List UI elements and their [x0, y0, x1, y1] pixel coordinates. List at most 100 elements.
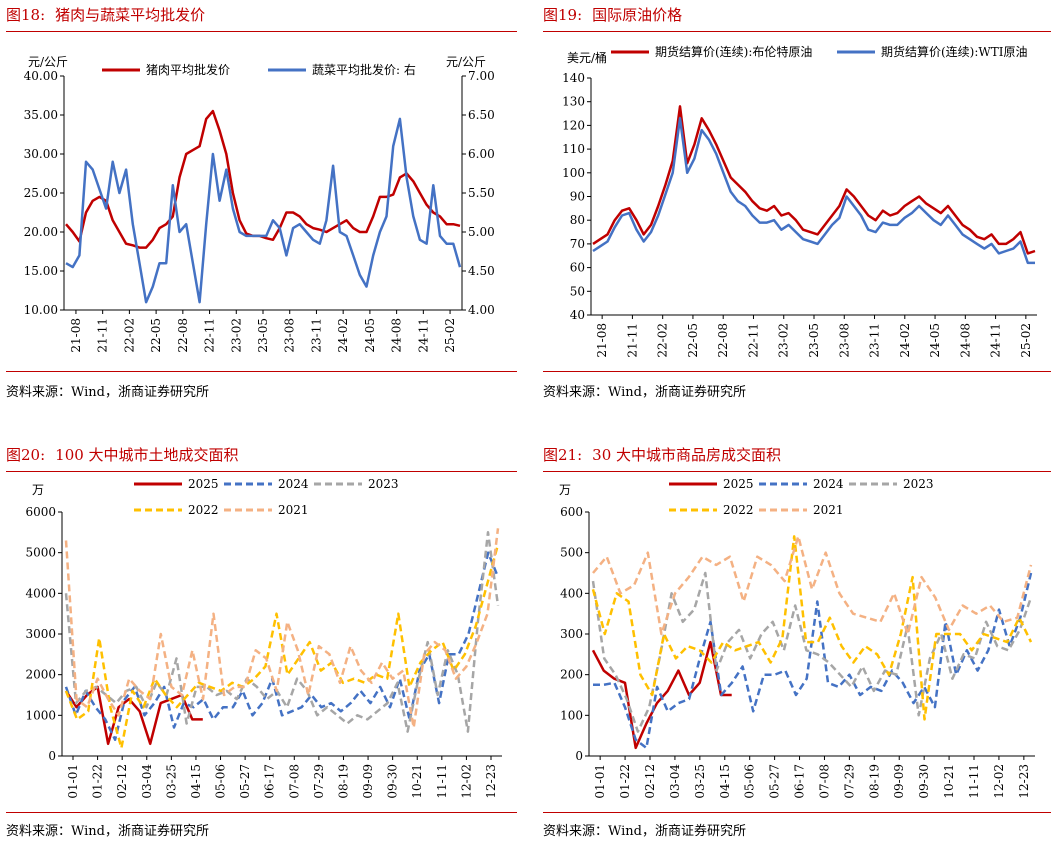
figure-title: 图21: 30 大中城市商品房成交面积 — [543, 444, 791, 465]
x-tick-label: 09-30 — [917, 764, 931, 799]
series-line — [591, 535, 1033, 721]
legend-label: 期货结算价(连续):布伦特原油 — [655, 44, 812, 59]
chart-housing-transaction: 0 100 200 300 400 500 600 01-01 01-22 02-12 03-04 0… — [559, 477, 1035, 799]
figure-caption: 猪肉与蔬菜平均批发价 — [55, 6, 206, 24]
y-tick-label: 4.00 — [468, 303, 495, 317]
legend-label: 2021 — [813, 503, 844, 517]
x-tick-label: 01-01 — [66, 764, 80, 799]
x-tick-label: 02-12 — [115, 764, 129, 799]
x-tick-label: 01-22 — [618, 764, 632, 799]
y-tick-label: 6.50 — [468, 108, 495, 122]
y-tick-label: 2000 — [25, 668, 56, 682]
y-tick-label: 200 — [560, 668, 583, 682]
x-tick-label: 10-21 — [410, 764, 424, 799]
x-tick-label: 05-27 — [238, 764, 252, 799]
x-tick-label: 11-11 — [435, 764, 449, 799]
y-tick-label: 400 — [560, 586, 583, 600]
y-tick-label: 3000 — [25, 627, 56, 641]
source-rule — [543, 812, 1051, 813]
x-tick-label: 08-19 — [867, 764, 881, 799]
x-tick-label: 12-02 — [992, 764, 1006, 799]
legend-label: 2023 — [368, 477, 399, 491]
x-tick-label: 21-08 — [595, 323, 609, 358]
y-tick-label: 500 — [560, 546, 583, 560]
chart-crude-oil: 40 50 60 70 80 90 100 110 120 130 140 21-08 21-11 22-… — [562, 44, 1037, 358]
x-tick-label: 22-08 — [176, 318, 190, 353]
panel-fig20: 图20: 100 大中城市土地成交面积 0 1000 2000 3000 4000 5000… — [6, 440, 517, 842]
x-tick-label: 11-11 — [967, 764, 981, 799]
y-tick-label: 30.00 — [24, 147, 58, 161]
figure-caption: 100 大中城市土地成交面积 — [55, 446, 239, 464]
y-tick-label: 4.50 — [468, 264, 495, 278]
x-tick-label: 07-08 — [817, 764, 831, 799]
source-rule — [6, 812, 517, 813]
legend-label: 2024 — [278, 477, 309, 491]
x-tick-label: 23-11 — [868, 323, 882, 358]
legend-label: 2022 — [723, 503, 754, 517]
source-note: 资料来源：Wind，浙商证券研究所 — [543, 824, 746, 839]
x-tick-label: 23-08 — [283, 318, 297, 353]
left-axis-unit: 美元/桶 — [567, 50, 607, 65]
x-tick-label: 24-02 — [898, 323, 912, 358]
figure-number: 图21: — [543, 446, 583, 464]
left-axis-unit: 元/公斤 — [28, 55, 68, 69]
x-tick-label: 01-22 — [91, 764, 105, 799]
y-tick-label: 40 — [570, 308, 585, 322]
source-note: 资料来源：Wind，浙商证券研究所 — [6, 385, 209, 400]
x-tick-label: 07-29 — [842, 764, 856, 799]
x-tick-label: 06-17 — [793, 764, 807, 799]
x-tick-label: 24-02 — [336, 318, 350, 353]
x-tick-label: 24-05 — [928, 323, 942, 358]
figure-caption: 国际原油价格 — [592, 6, 683, 24]
x-tick-label: 25-02 — [443, 318, 457, 353]
x-tick-label: 02-12 — [643, 764, 657, 799]
series-line — [591, 571, 1033, 733]
x-tick-label: 23-05 — [807, 323, 821, 358]
x-tick-label: 12-23 — [1017, 764, 1031, 799]
y-tick-label: 15.00 — [24, 264, 58, 278]
series-line — [592, 117, 1035, 265]
x-tick-label: 23-02 — [777, 323, 791, 358]
y-tick-label: 35.00 — [24, 108, 58, 122]
legend-label: 2024 — [813, 477, 844, 491]
x-tick-label: 23-11 — [309, 318, 323, 353]
x-tick-label: 09-09 — [361, 764, 375, 799]
x-tick-label: 10-21 — [942, 764, 956, 799]
x-tick-label: 05-06 — [214, 764, 228, 799]
y-tick-label: 5.50 — [468, 186, 495, 200]
y-tick-label: 0 — [575, 749, 583, 763]
y-tick-label: 10.00 — [24, 303, 58, 317]
series-line — [64, 544, 500, 750]
y-tick-label: 100 — [562, 166, 585, 180]
figure-title: 图18: 猪肉与蔬菜平均批发价 — [6, 4, 215, 25]
title-rule — [543, 471, 1051, 472]
x-tick-label: 22-05 — [149, 318, 163, 353]
x-tick-label: 09-09 — [892, 764, 906, 799]
x-tick-label: 12-02 — [459, 764, 473, 799]
x-tick-label: 21-11 — [96, 318, 110, 353]
left-axis-unit: 万 — [559, 483, 571, 497]
x-tick-label: 01-01 — [593, 764, 607, 799]
y-tick-label: 60 — [570, 261, 585, 275]
series-line — [64, 685, 203, 746]
source-rule — [543, 371, 1051, 372]
x-tick-label: 22-02 — [122, 318, 136, 353]
x-tick-label: 09-30 — [386, 764, 400, 799]
y-tick-label: 300 — [560, 627, 583, 641]
x-tick-label: 05-06 — [743, 764, 757, 799]
x-tick-label: 03-25 — [164, 764, 178, 799]
series-line — [65, 117, 462, 304]
y-tick-label: 50 — [570, 284, 585, 298]
panel-fig18: 图18: 猪肉与蔬菜平均批发价 10.00 15.00 20.00 25.00 30.00… — [6, 0, 517, 410]
right-axis-unit: 元/公斤 — [446, 55, 486, 69]
legend-label: 2023 — [903, 477, 934, 491]
x-tick-label: 22-08 — [716, 323, 730, 358]
x-tick-label: 07-08 — [287, 764, 301, 799]
title-rule — [6, 31, 517, 32]
chart-pork-vegetable: 10.00 15.00 20.00 25.00 30.00 35.00 40.00 4.00 4… — [24, 55, 495, 353]
title-rule — [6, 471, 517, 472]
x-tick-label: 03-04 — [140, 764, 154, 799]
legend-label: 2025 — [723, 477, 754, 491]
series-line — [64, 551, 500, 741]
x-tick-label: 21-08 — [69, 318, 83, 353]
